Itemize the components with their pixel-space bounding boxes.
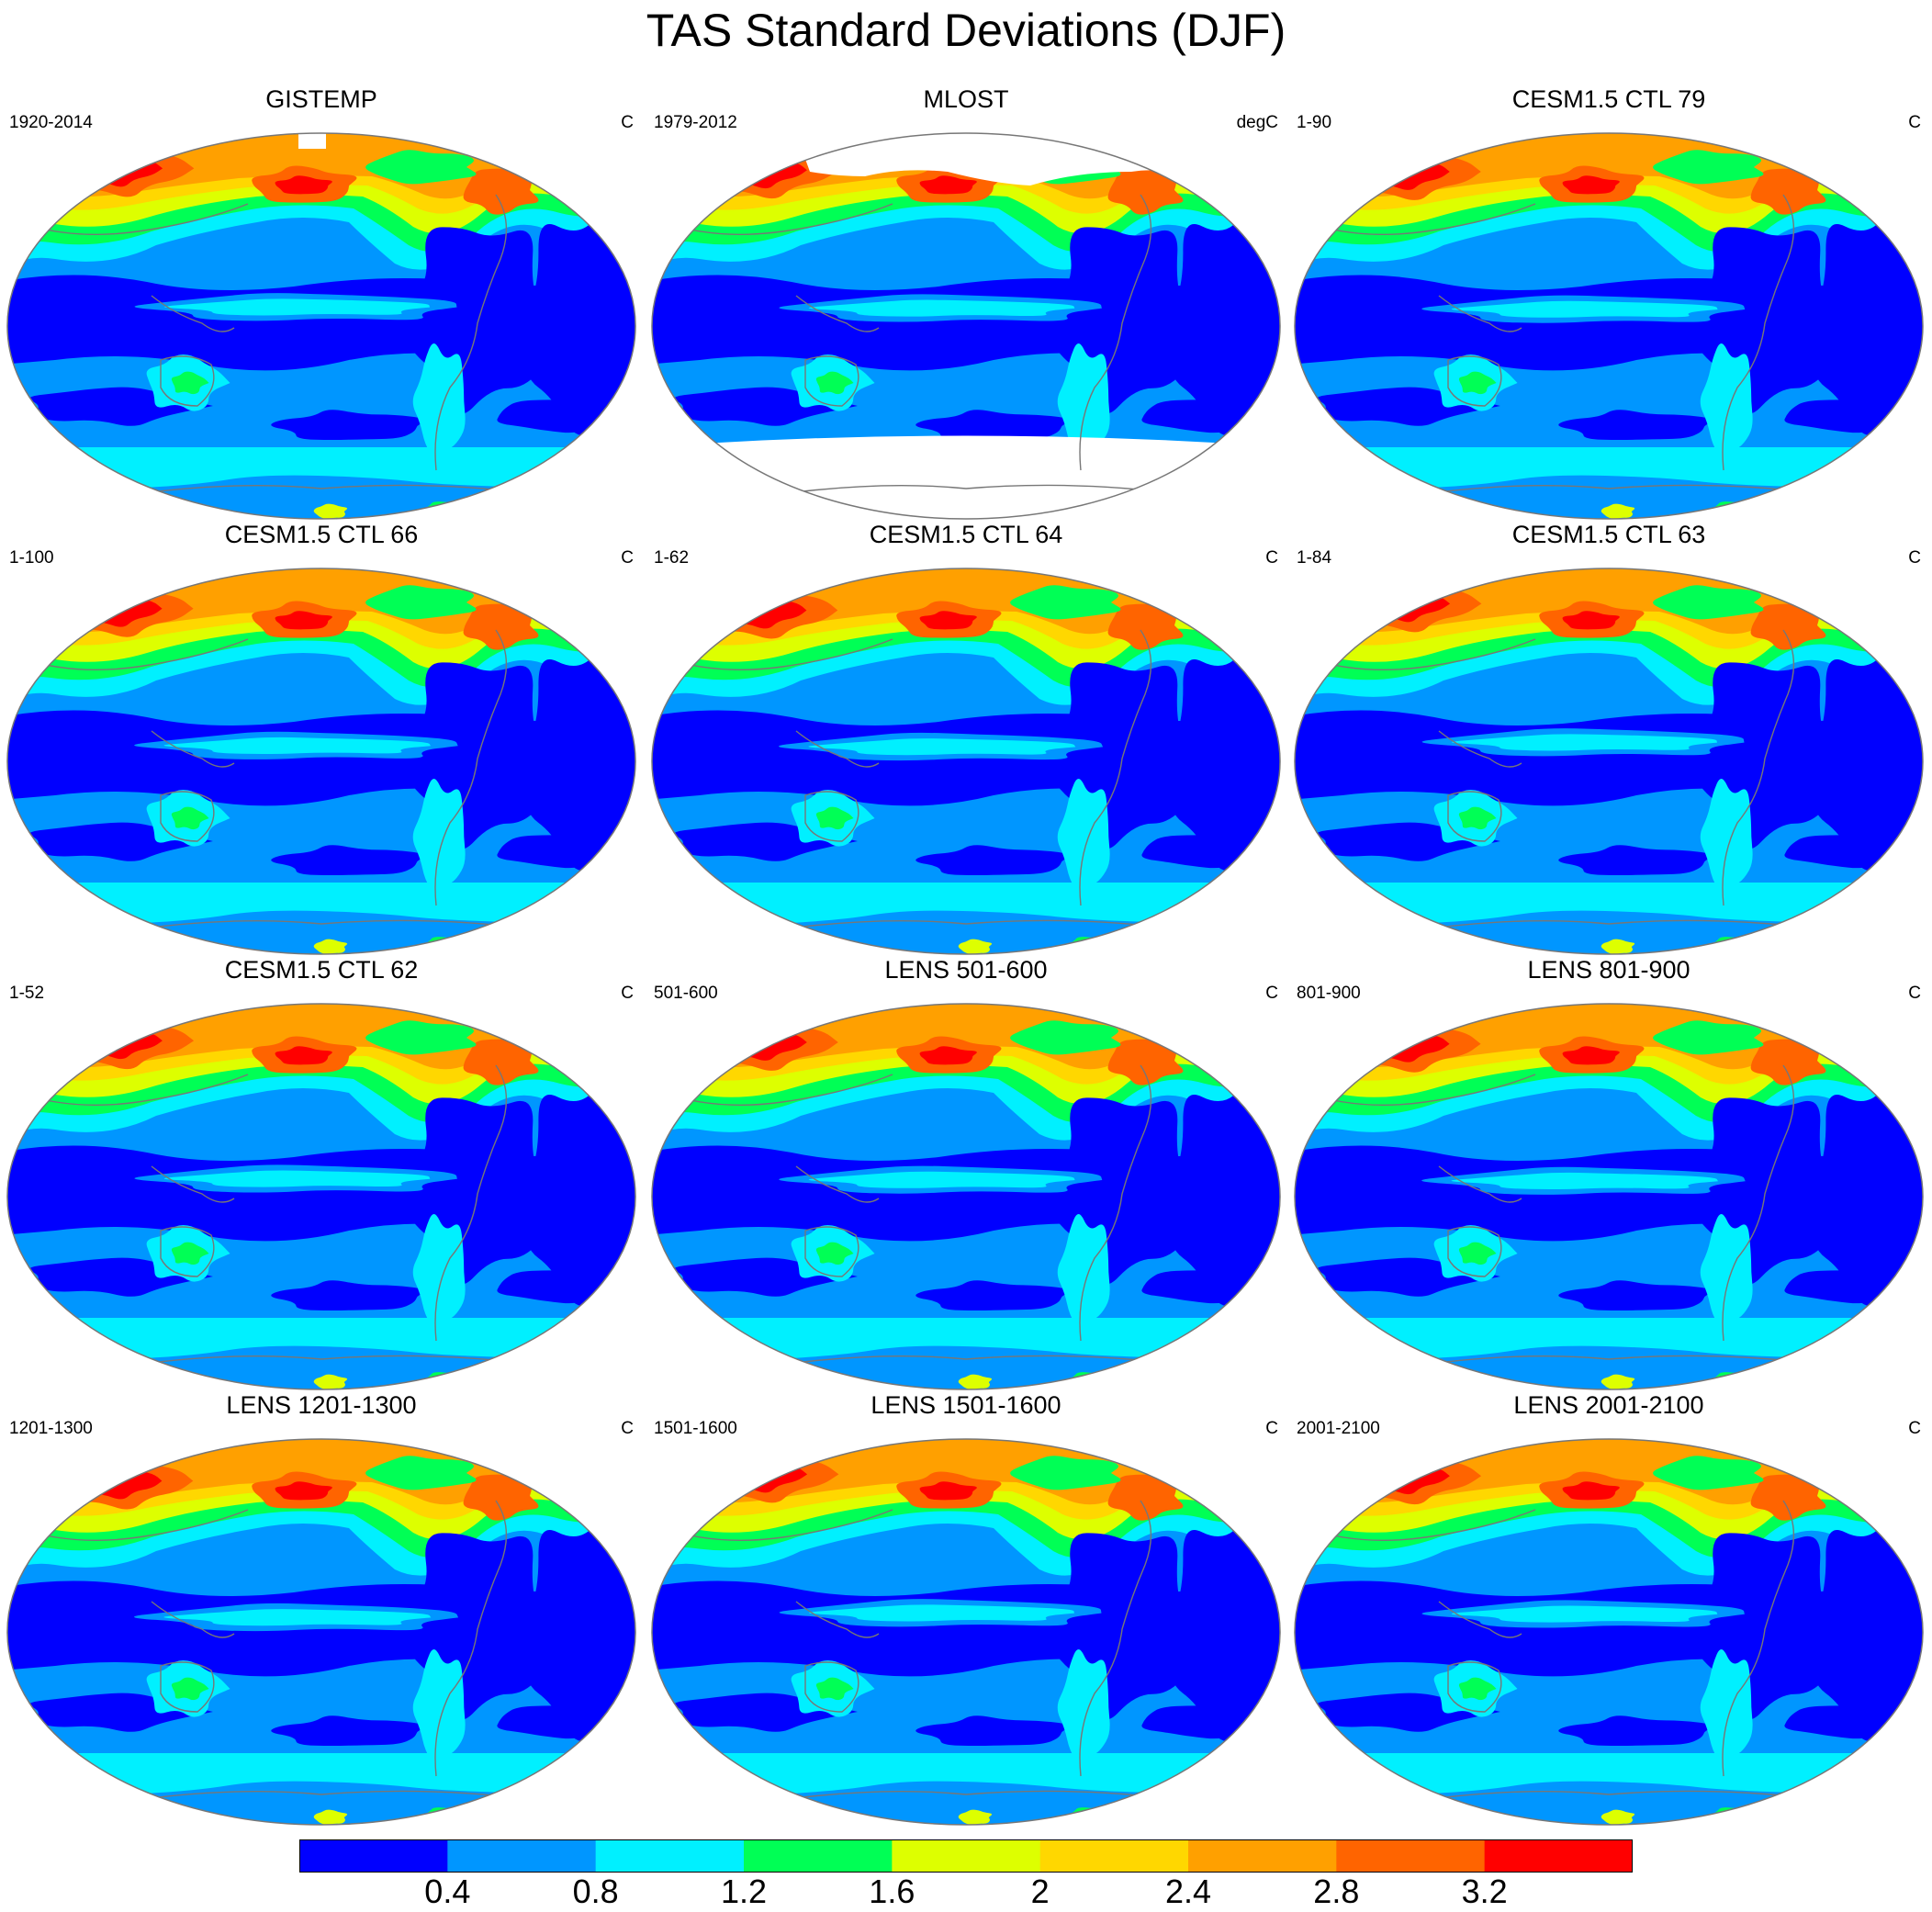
panel-units-label: C (621, 113, 634, 132)
panel-title: MLOST (923, 85, 1009, 113)
map-robinson (651, 132, 1281, 520)
panel-units-label: C (621, 984, 634, 1003)
map-outline (1294, 132, 1924, 520)
panel-units-label: C (621, 548, 634, 568)
map-robinson (6, 1438, 636, 1826)
map-robinson (1294, 568, 1924, 955)
map-panel: LENS 2001-2100 2001-2100 C (1287, 1390, 1930, 1826)
colorbar-segment (1039, 1839, 1189, 1873)
panel-period-label: 2001-2100 (1297, 1419, 1380, 1438)
map-outline (6, 568, 636, 955)
panel-title: CESM1.5 CTL 66 (224, 521, 419, 548)
panel-title: LENS 1201-1300 (226, 1391, 417, 1419)
panel-units-label: C (1908, 1419, 1921, 1438)
panel-period-label: 1979-2012 (654, 113, 737, 132)
colorbar-segment (892, 1839, 1041, 1873)
panel-title: CESM1.5 CTL 63 (1511, 521, 1706, 548)
panel-title: CESM1.5 CTL 62 (224, 956, 419, 984)
map-panel: LENS 1201-1300 1201-1300 C (0, 1390, 643, 1826)
map-panel: CESM1.5 CTL 64 1-62 C (645, 520, 1287, 955)
colorbar-segment (447, 1839, 597, 1873)
panel-period-label: 501-600 (654, 984, 718, 1003)
map-robinson (651, 1003, 1281, 1390)
colorbar (299, 1839, 1633, 1873)
map-panel: MLOST 1979-2012 degC (645, 84, 1287, 520)
colorbar-tick-label: 2.4 (1164, 1873, 1212, 1910)
colorbar-segment (1188, 1839, 1337, 1873)
panel-period-label: 1-100 (9, 548, 54, 568)
panel-period-label: 801-900 (1297, 984, 1361, 1003)
panel-period-label: 1-84 (1297, 548, 1332, 568)
map-robinson (1294, 1003, 1924, 1390)
colorbar-segment (299, 1839, 448, 1873)
map-robinson (6, 568, 636, 955)
map-robinson (651, 568, 1281, 955)
map-robinson (1294, 132, 1924, 520)
map-outline (651, 1003, 1281, 1390)
map-panel: GISTEMP 1920-2014 C (0, 84, 643, 520)
panel-units-label: C (1265, 1419, 1278, 1438)
map-panel: CESM1.5 CTL 62 1-52 C (0, 955, 643, 1390)
panel-units-label: degC (1236, 113, 1278, 132)
panel-period-label: 1920-2014 (9, 113, 93, 132)
figure-title: TAS Standard Deviations (DJF) (646, 5, 1286, 56)
panel-units-label: C (1265, 984, 1278, 1003)
map-outline (6, 1438, 636, 1826)
map-panel: LENS 801-900 801-900 C (1287, 955, 1930, 1390)
colorbar-tick-label: 2.8 (1313, 1873, 1360, 1910)
map-outline (6, 1003, 636, 1390)
colorbar-segment (744, 1839, 893, 1873)
map-outline (651, 1438, 1281, 1826)
map-outline (1294, 568, 1924, 955)
panel-title: CESM1.5 CTL 79 (1511, 85, 1706, 113)
map-panel: CESM1.5 CTL 79 1-90 C (1287, 84, 1930, 520)
colorbar-tick-label: 0.8 (572, 1873, 619, 1910)
panel-title: GISTEMP (265, 85, 377, 113)
map-robinson (651, 1438, 1281, 1826)
colorbar-tick-label: 0.4 (424, 1873, 471, 1910)
map-panel: LENS 1501-1600 1501-1600 C (645, 1390, 1287, 1826)
map-robinson (1294, 1438, 1924, 1826)
map-robinson (6, 1003, 636, 1390)
colorbar-segment (1484, 1839, 1633, 1873)
colorbar-tick-label: 2 (1030, 1873, 1050, 1910)
map-panel: CESM1.5 CTL 63 1-84 C (1287, 520, 1930, 955)
panel-title: LENS 501-600 (884, 956, 1048, 984)
panel-units-label: C (621, 1419, 634, 1438)
panel-period-label: 1-52 (9, 984, 45, 1003)
panel-period-label: 1501-1600 (654, 1419, 737, 1438)
panel-units-label: C (1908, 548, 1921, 568)
panel-period-label: 1-90 (1297, 113, 1332, 132)
panel-title: LENS 1501-1600 (871, 1391, 1061, 1419)
colorbar-tick-label: 1.2 (720, 1873, 768, 1910)
panel-title: LENS 801-900 (1527, 956, 1690, 984)
map-outline (1294, 1438, 1924, 1826)
map-robinson (6, 132, 636, 520)
map-outline (1294, 1003, 1924, 1390)
map-outline (651, 568, 1281, 955)
colorbar-tick-label: 3.2 (1461, 1873, 1508, 1910)
map-panel: CESM1.5 CTL 66 1-100 C (0, 520, 643, 955)
panel-period-label: 1-62 (654, 548, 690, 568)
colorbar-segment (1336, 1839, 1486, 1873)
panel-title: CESM1.5 CTL 64 (869, 521, 1063, 548)
colorbar-segment (595, 1839, 745, 1873)
map-outline (651, 132, 1281, 520)
panel-units-label: C (1265, 548, 1278, 568)
panel-units-label: C (1908, 113, 1921, 132)
map-field (652, 1004, 1280, 1389)
map-outline (6, 132, 636, 520)
panel-title: LENS 2001-2100 (1513, 1391, 1704, 1419)
map-panel: LENS 501-600 501-600 C (645, 955, 1287, 1390)
panel-period-label: 1201-1300 (9, 1419, 93, 1438)
panel-units-label: C (1908, 984, 1921, 1003)
colorbar-tick-label: 1.6 (869, 1873, 915, 1910)
